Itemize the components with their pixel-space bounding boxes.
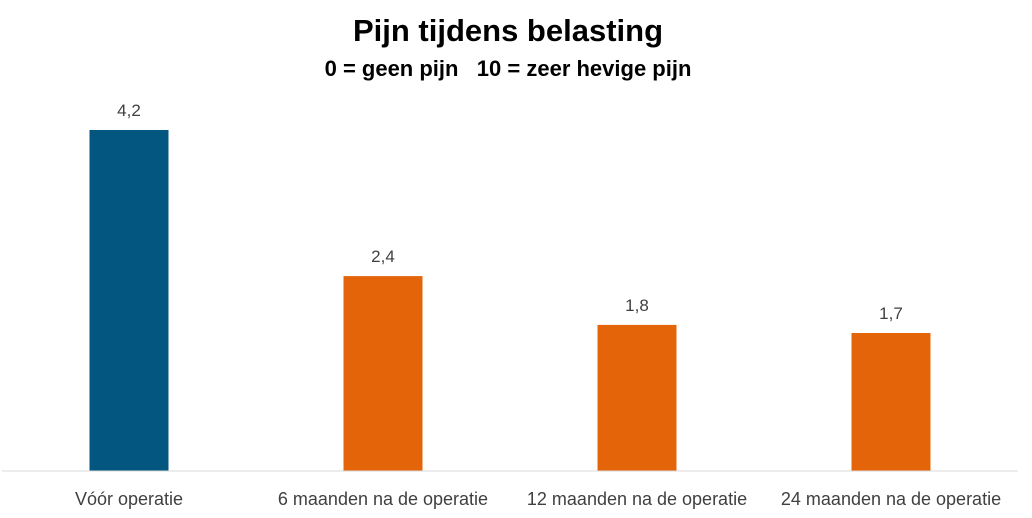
bar-3 <box>597 324 677 471</box>
bar-1 <box>89 130 169 471</box>
labels-group: 4,2 Vóór operatie 2,4 6 maanden na de opera… <box>75 101 1001 509</box>
chart-subtitle: 0 = geen pijn 10 = zeer hevige pijn <box>325 56 692 81</box>
bar-4 <box>851 333 931 471</box>
data-label-2: 2,4 <box>371 247 395 266</box>
x-tick-label-3: 12 maanden na de operatie <box>527 489 747 509</box>
data-label-4: 1,7 <box>879 304 903 323</box>
data-label-3: 1,8 <box>625 296 649 315</box>
bar-2 <box>343 276 423 471</box>
x-tick-label-2: 6 maanden na de operatie <box>278 489 488 509</box>
data-label-1: 4,2 <box>117 101 141 120</box>
x-tick-label-4: 24 maanden na de operatie <box>781 489 1001 509</box>
x-tick-label-1: Vóór operatie <box>75 489 183 509</box>
chart-title: Pijn tijdens belasting <box>353 13 663 48</box>
bars-group <box>89 130 931 471</box>
